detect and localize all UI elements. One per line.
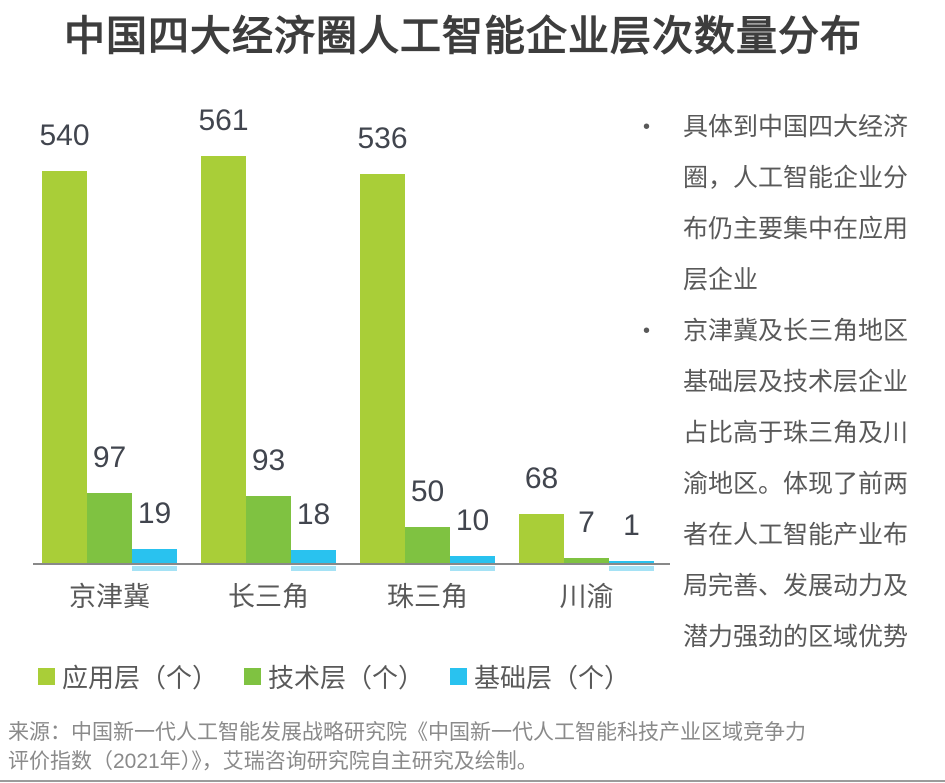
bar-chart: 540 97 19 561 93 18 536 50 10 68 7 1 京津冀 长三角 珠三角 川渝 应用…: [33, 102, 683, 695]
bar: [564, 558, 609, 563]
source-line: 来源：中国新一代人工智能发展战略研究院《中国新一代人工智能科技产业区域竞争力: [8, 721, 806, 744]
bar-column: 7: [564, 505, 609, 563]
bar-value-label: 540: [39, 119, 90, 152]
note-text: 具体到中国四大经济圈，人工智能企业分布仍主要集中在应用层企业: [683, 113, 909, 294]
bar-value-label: 50: [410, 475, 445, 508]
bar-value-label: 10: [455, 504, 490, 537]
legend-item: 应用层（个）: [38, 658, 218, 695]
legend-label: 基础层（个）: [474, 663, 631, 693]
bar-column: 561: [198, 103, 249, 563]
bar-column: 536: [357, 121, 408, 563]
legend-swatch-icon: [244, 668, 262, 685]
source-line: 评价指数（2021年）》，艾瑞咨询研究院自主研究及绘制。: [8, 750, 538, 773]
bar: [87, 493, 132, 563]
page-title: 中国四大经济圈人工智能企业层次数量分布: [64, 13, 862, 59]
bar: [291, 550, 336, 571]
bar: [519, 514, 564, 563]
bar-value-label: 7: [578, 506, 595, 539]
bar: [405, 527, 450, 563]
legend-item: 基础层（个）: [450, 658, 630, 695]
bar-column: 97: [87, 440, 132, 563]
bar-column: 93: [246, 443, 291, 563]
bar: [201, 156, 246, 563]
note-bullet-item: 具体到中国四大经济圈，人工智能企业分布仍主要集中在应用层企业: [630, 102, 930, 306]
bar-value-label: 18: [296, 498, 331, 531]
x-axis-label: 川渝: [559, 582, 614, 612]
bar-group: 536 50 10: [357, 121, 495, 571]
plot-area: 540 97 19 561 93 18 536 50 10 68 7 1: [33, 102, 670, 571]
x-axis-labels: 京津冀 长三角 珠三角 川渝: [33, 582, 683, 612]
bar-value-label: 19: [137, 497, 172, 530]
legend-swatch-icon: [38, 668, 55, 685]
legend: 应用层（个） 技术层（个） 基础层（个）: [33, 658, 683, 695]
bar: [360, 174, 405, 563]
bar: [246, 496, 291, 563]
note-bullet-item: 京津冀及长三角地区基础层及技术层企业占比高于珠三角及川渝地区。体现了前两者在人工…: [630, 306, 930, 663]
bar-group: 561 93 18: [198, 103, 336, 571]
bottom-divider: [0, 780, 945, 782]
bar-column: 50: [405, 474, 450, 563]
bar-column: 10: [450, 503, 495, 571]
bar: [42, 171, 87, 563]
bar-column: 68: [519, 461, 564, 563]
legend-label: 技术层（个）: [268, 663, 425, 693]
bar-column: 540: [39, 118, 90, 563]
x-axis-label: 珠三角: [387, 582, 468, 612]
bar-value-label: 97: [92, 441, 127, 474]
legend-label: 应用层（个）: [62, 663, 219, 693]
bar-column: 19: [132, 496, 177, 571]
bar-value-label: 68: [524, 462, 559, 495]
bar-value-label: 93: [251, 444, 286, 477]
source-note: 来源：中国新一代人工智能发展战略研究院《中国新一代人工智能科技产业区域竞争力 评…: [8, 718, 918, 776]
notes-list: 具体到中国四大经济圈，人工智能企业分布仍主要集中在应用层企业 京津冀及长三角地区…: [630, 102, 930, 663]
bar-column: 18: [291, 497, 336, 571]
bar-value-label: 536: [357, 122, 408, 155]
legend-swatch-icon: [450, 668, 468, 685]
legend-item: 技术层（个）: [244, 658, 424, 695]
bar: [450, 556, 495, 571]
bar: [132, 549, 177, 571]
x-axis-label: 长三角: [228, 582, 309, 612]
x-axis-label: 京津冀: [69, 582, 150, 612]
bar-value-label: 561: [198, 104, 249, 137]
note-text: 京津冀及长三角地区基础层及技术层企业占比高于珠三角及川渝地区。体现了前两者在人工…: [683, 317, 909, 651]
bar-group: 540 97 19: [39, 118, 177, 571]
